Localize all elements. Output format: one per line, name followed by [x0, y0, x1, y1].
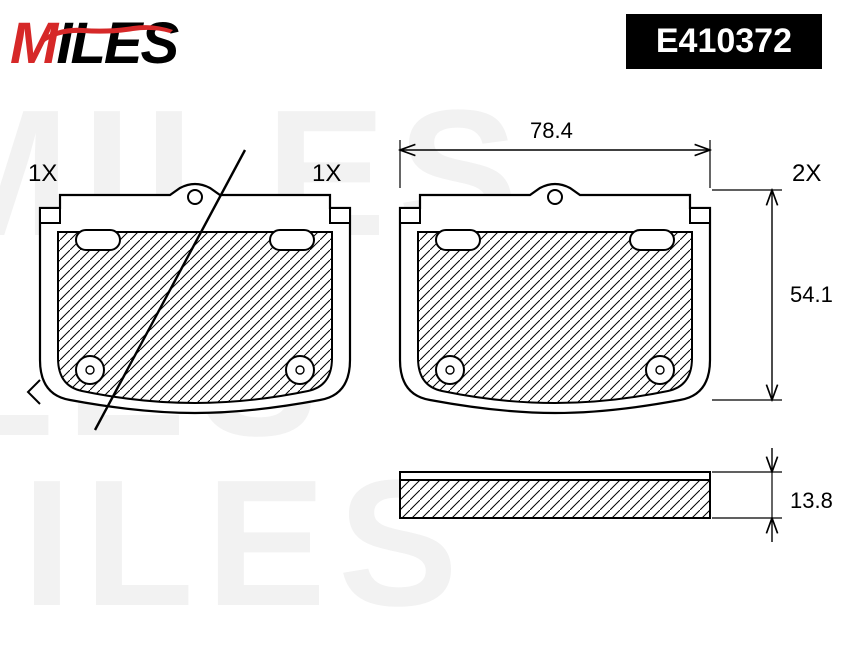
dimline-thickness	[712, 448, 782, 542]
dimline-width	[400, 140, 710, 188]
dimline-height	[712, 190, 782, 400]
dim-height: 54.1	[790, 282, 833, 308]
qty-right-pad: 2X	[792, 160, 821, 188]
dim-thickness: 13.8	[790, 488, 833, 514]
pad-left	[28, 150, 350, 430]
brand-logo: MILES	[10, 10, 177, 77]
dim-width: 78.4	[530, 118, 573, 144]
brake-pad-diagram	[0, 0, 852, 592]
qty-left-pad: 1X	[28, 160, 57, 188]
qty-middle-pad: 1X	[312, 160, 341, 188]
part-number-box: E410372	[626, 14, 822, 69]
greyhound-icon	[38, 18, 178, 48]
part-number: E410372	[656, 22, 792, 60]
pad-side-view	[400, 472, 710, 518]
pad-right	[400, 184, 710, 413]
